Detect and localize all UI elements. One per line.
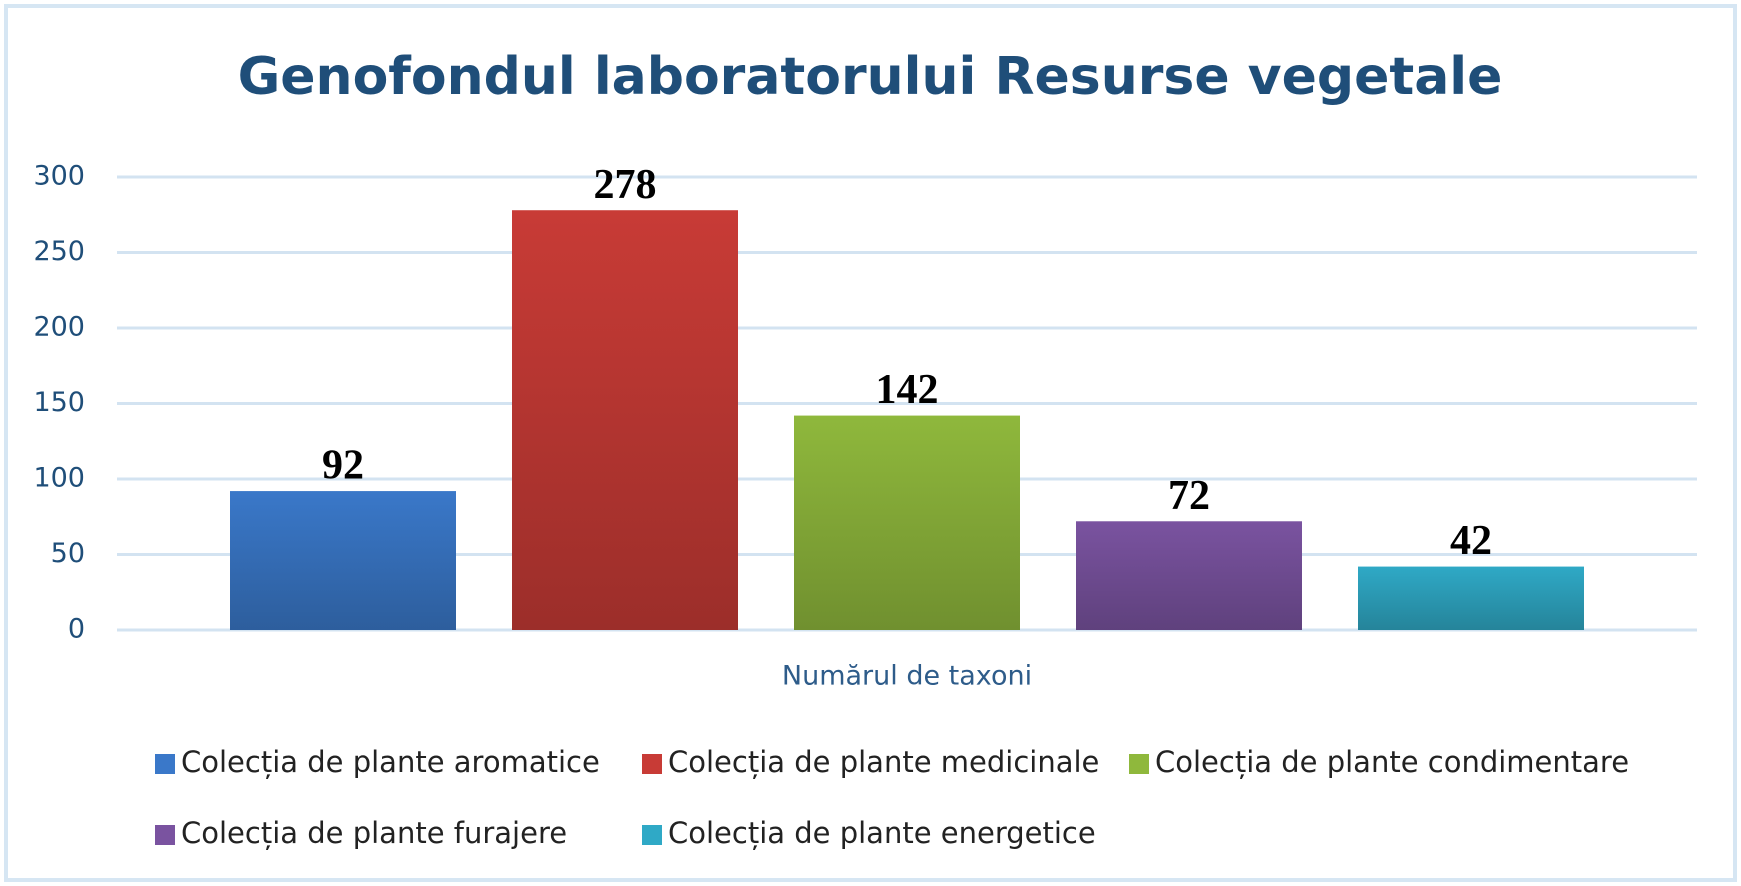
legend-label: Colecția de plante furajere	[181, 816, 567, 850]
legend-swatch	[642, 754, 662, 774]
bar	[512, 210, 738, 630]
bar	[794, 415, 1020, 630]
y-tick-label: 50	[51, 538, 85, 569]
y-tick-label: 150	[33, 387, 85, 418]
legend-label: Colecția de plante energetice	[668, 816, 1096, 850]
x-tick-label: Numărul de taxoni	[782, 661, 1032, 692]
y-tick-label: 200	[33, 312, 85, 343]
legend-label: Colecția de plante condimentare	[1155, 745, 1629, 779]
data-label: 92	[322, 443, 364, 489]
y-tick-label: 250	[33, 236, 85, 267]
legend-swatch	[155, 825, 175, 845]
y-tick-label: 0	[68, 614, 85, 645]
chart-title: Genofondul laboratorului Resurse vegetal…	[238, 47, 1503, 107]
data-label: 278	[594, 162, 657, 208]
bar	[1076, 521, 1302, 630]
legend-swatch	[155, 754, 175, 774]
legend-label: Colecția de plante medicinale	[668, 745, 1099, 779]
legend-swatch	[1129, 754, 1149, 774]
y-tick-label: 300	[33, 161, 85, 192]
bar	[1358, 566, 1584, 630]
y-tick-label: 100	[33, 463, 85, 494]
data-label: 72	[1168, 473, 1210, 519]
legend-label: Colecția de plante aromatice	[181, 745, 600, 779]
data-label: 42	[1450, 518, 1492, 564]
bar	[230, 491, 456, 630]
data-label: 142	[876, 367, 939, 413]
legend-swatch	[642, 825, 662, 845]
